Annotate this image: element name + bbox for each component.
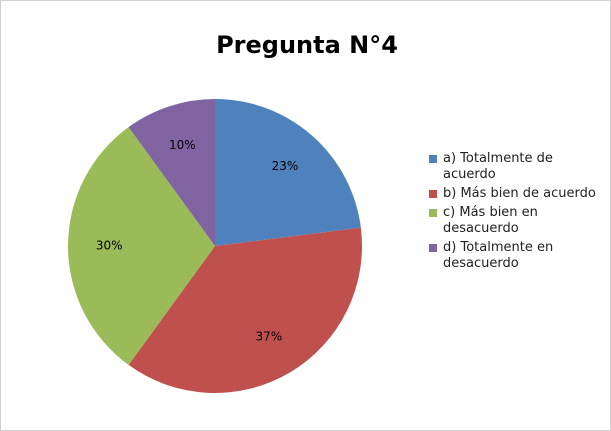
legend-item: a) Totalmente de acuerdo [429, 151, 605, 183]
legend-label: b) Más bien de acuerdo [443, 186, 596, 201]
pie-slice [128, 99, 215, 246]
data-label: 10% [169, 138, 196, 152]
legend-item: b) Más bien de acuerdo [429, 186, 605, 202]
data-label: 30% [96, 239, 123, 253]
chart-title: Pregunta N°4 [216, 31, 398, 59]
data-label: 23% [272, 159, 299, 173]
legend-item: d) Totalmente en desacuerdo [429, 240, 605, 272]
legend-swatch [429, 155, 437, 163]
pie-slice [215, 99, 361, 246]
legend-swatch [429, 209, 437, 217]
legend-label: a) Totalmente de acuerdo [443, 151, 553, 182]
pie-slice [128, 227, 362, 393]
legend-item: c) Más bien en desacuerdo [429, 205, 605, 237]
pie-slice [67, 127, 215, 365]
legend: a) Totalmente de acuerdo b) Más bien de a… [429, 151, 605, 275]
legend-swatch [429, 190, 437, 198]
legend-label: c) Más bien en desacuerdo [443, 205, 538, 236]
data-label: 37% [256, 330, 283, 344]
legend-swatch [429, 244, 437, 252]
legend-label: d) Totalmente en desacuerdo [443, 240, 554, 271]
